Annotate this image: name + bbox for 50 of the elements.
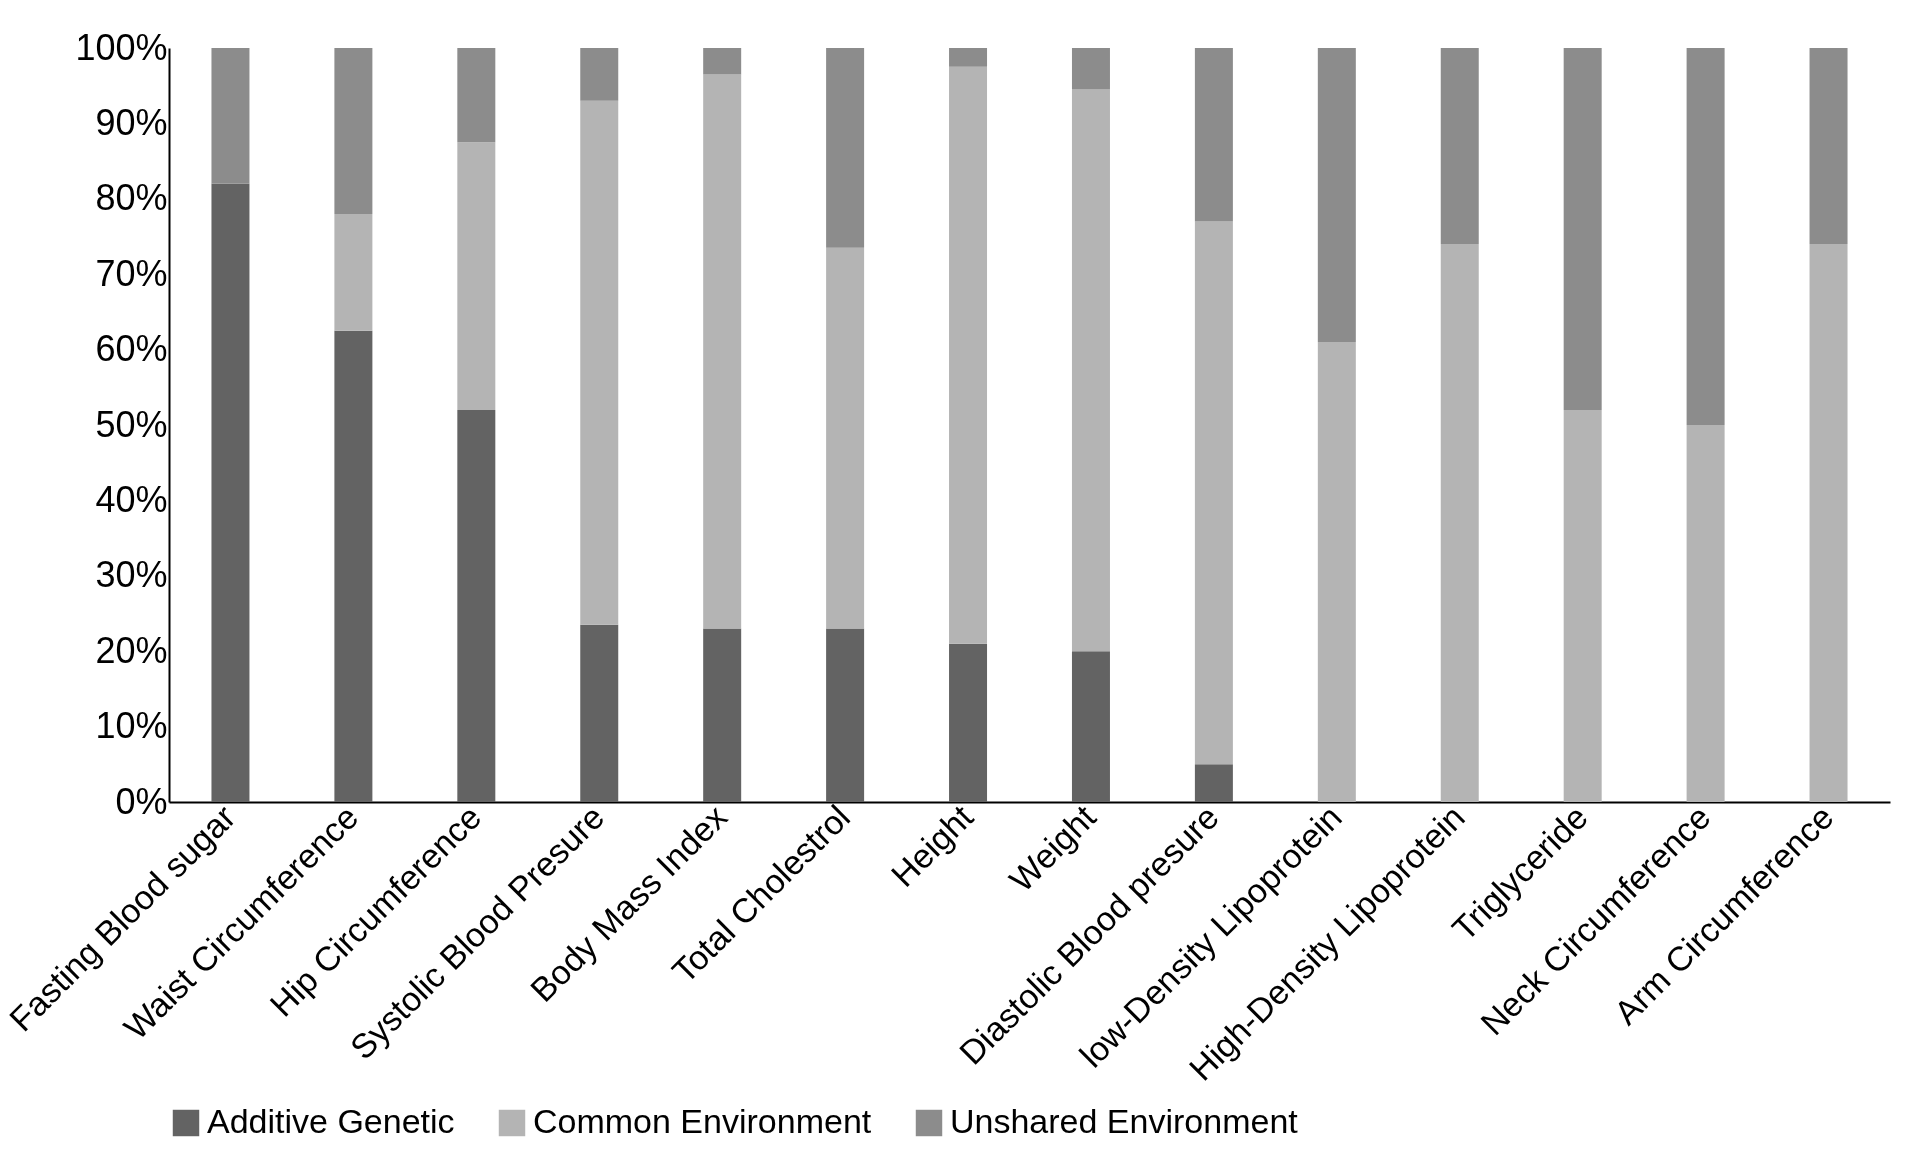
bar — [826, 628, 865, 802]
y-tick-label: 10% — [95, 705, 168, 747]
bar — [703, 74, 742, 629]
bar — [1194, 48, 1233, 222]
bar — [826, 247, 865, 629]
bar — [211, 183, 250, 802]
bar — [580, 48, 619, 101]
bar — [1317, 48, 1356, 343]
bar — [1194, 764, 1233, 802]
y-tick-label: 20% — [95, 629, 168, 671]
bar — [1440, 244, 1479, 802]
bar — [1563, 409, 1602, 802]
bar — [703, 628, 742, 802]
y-tick-label: 90% — [95, 101, 168, 143]
y-tick-label: 60% — [95, 328, 168, 370]
bar — [457, 409, 496, 802]
bar — [949, 48, 988, 67]
bar — [211, 48, 250, 184]
y-tick-label: 0% — [115, 780, 168, 822]
bar — [334, 213, 373, 331]
bar — [1563, 48, 1602, 410]
bar — [1686, 425, 1725, 802]
bar — [1317, 342, 1356, 802]
bar — [334, 330, 373, 802]
bar — [457, 48, 496, 143]
y-tick-label: 30% — [95, 554, 168, 596]
bar — [1686, 48, 1725, 425]
y-tick-label: 80% — [95, 177, 168, 219]
bar — [1071, 89, 1110, 652]
bar — [1071, 651, 1110, 802]
legend-label: Additive Genetic — [207, 1102, 455, 1140]
y-tick-label: 70% — [95, 252, 168, 294]
bar — [1071, 48, 1110, 90]
bar — [1809, 48, 1848, 245]
y-tick-label: 50% — [95, 403, 168, 445]
legend-label: Unshared Environment — [950, 1102, 1299, 1140]
y-tick-label: 40% — [95, 478, 168, 520]
bar — [826, 48, 865, 248]
bar — [580, 100, 619, 625]
bar — [1440, 48, 1479, 245]
legend-label: Common Environment — [533, 1102, 872, 1140]
bar — [1809, 244, 1848, 802]
bar — [703, 48, 742, 75]
bar — [457, 142, 496, 410]
bar — [949, 66, 988, 644]
bar — [334, 48, 373, 214]
y-tick-label: 100% — [75, 26, 168, 68]
bar — [580, 624, 619, 802]
bar — [1194, 221, 1233, 765]
bar — [949, 643, 988, 802]
